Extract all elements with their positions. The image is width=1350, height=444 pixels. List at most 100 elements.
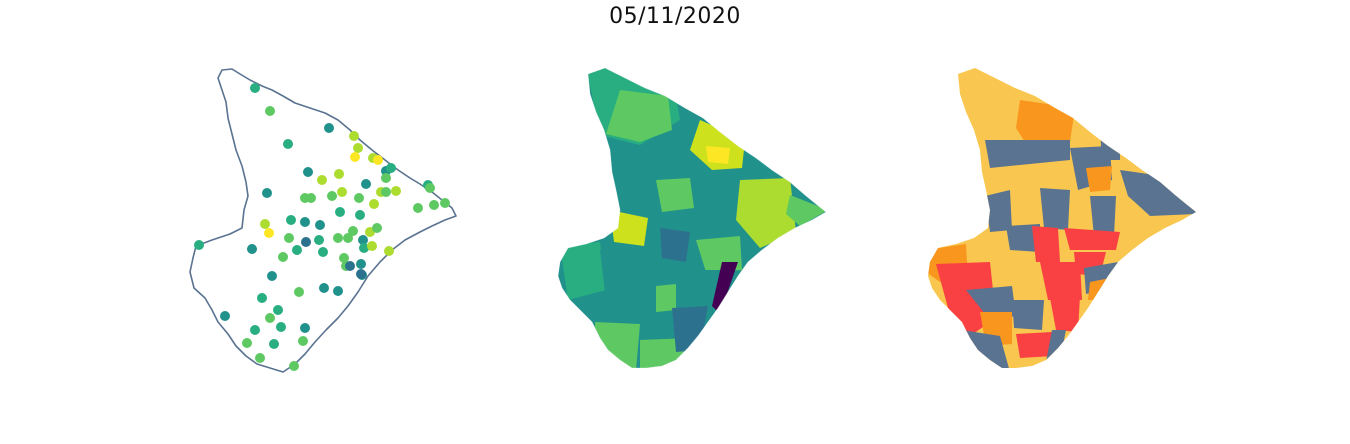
region-coast — [786, 195, 826, 226]
cat-center-very-high-2 — [1064, 228, 1120, 250]
sample-point — [425, 183, 435, 193]
sample-point — [345, 261, 355, 271]
region-east — [736, 178, 796, 248]
state-outline — [189, 68, 457, 373]
cat-center-low — [1040, 188, 1070, 230]
sample-point — [391, 186, 401, 196]
sample-point — [317, 175, 327, 185]
sample-point — [276, 322, 286, 332]
sample-point — [314, 235, 324, 245]
sample-point — [327, 191, 337, 201]
sample-point — [348, 226, 358, 236]
sample-point — [324, 123, 334, 133]
sample-point — [318, 247, 328, 257]
cat-east-low-2 — [1100, 130, 1120, 160]
sample-point — [356, 259, 366, 269]
cat-north-low — [985, 140, 1070, 168]
region-west — [560, 242, 606, 300]
cat-south-west-low — [966, 286, 1016, 320]
sample-point — [250, 83, 260, 93]
sample-point — [333, 286, 343, 296]
sample-point — [283, 139, 293, 149]
sample-point — [265, 106, 275, 116]
cat-south-low — [1012, 300, 1044, 330]
sample-point — [278, 252, 288, 262]
sample-point — [367, 241, 377, 251]
cat-mid-low — [1090, 196, 1116, 236]
sample-point — [300, 323, 310, 333]
cat-north-high — [1016, 100, 1075, 150]
sample-point — [194, 240, 204, 250]
sample-point — [306, 193, 316, 203]
figure-title: 05/11/2020 — [609, 4, 741, 29]
sample-point — [298, 336, 308, 346]
sample-point — [319, 283, 329, 293]
sample-point — [335, 207, 345, 217]
sample-point — [440, 198, 450, 208]
sample-point — [257, 293, 267, 303]
region-dark — [660, 228, 690, 262]
region-mid-west — [600, 250, 664, 300]
sample-point — [350, 152, 360, 162]
sample-point — [353, 143, 363, 153]
sample-point — [269, 339, 279, 349]
sample-point — [413, 203, 423, 213]
sample-point — [294, 287, 304, 297]
sample-point — [381, 187, 391, 197]
sample-point — [220, 311, 230, 321]
cat-west-low — [985, 190, 1012, 232]
category-regions — [928, 68, 1196, 368]
sample-point — [361, 179, 371, 189]
region-south-mid — [656, 284, 676, 312]
region-north-2 — [606, 90, 672, 142]
sample-point — [292, 245, 302, 255]
region-west-yellow — [610, 210, 648, 246]
region-center — [656, 178, 694, 212]
cat-center-very-high — [1032, 226, 1060, 262]
cat-south-very-high-3 — [1016, 332, 1054, 358]
sample-point — [286, 215, 296, 225]
sample-point — [369, 199, 379, 209]
sample-point — [372, 223, 382, 233]
region-yellow-2 — [706, 146, 730, 164]
sample-point — [255, 353, 265, 363]
sample-point — [267, 271, 277, 281]
cat-west-low-2 — [1006, 224, 1040, 252]
sample-point — [301, 237, 311, 247]
sample-point — [262, 188, 272, 198]
sample-point — [339, 253, 349, 263]
sample-point — [429, 200, 439, 210]
sample-point — [359, 243, 369, 253]
sample-point — [315, 220, 325, 230]
region-yellow — [690, 120, 745, 170]
sample-point — [264, 228, 274, 238]
sample-point — [373, 155, 383, 165]
sample-points — [194, 83, 450, 371]
sample-point — [247, 244, 257, 254]
sample-point — [242, 338, 252, 348]
sample-point — [250, 325, 260, 335]
sample-point — [260, 219, 270, 229]
sample-point — [284, 233, 294, 243]
sample-point — [355, 210, 365, 220]
sample-point — [334, 169, 344, 179]
sample-point — [358, 235, 368, 245]
sample-point — [343, 233, 353, 243]
choropleth-outline — [557, 67, 827, 369]
sample-point — [381, 173, 391, 183]
sample-point — [265, 313, 275, 323]
region-capital — [712, 262, 738, 314]
cat-east-high — [1086, 166, 1112, 192]
sample-point — [356, 269, 366, 279]
sample-point — [333, 233, 343, 243]
sample-point — [384, 246, 394, 256]
sample-point — [300, 217, 310, 227]
sample-point — [386, 163, 396, 173]
cat-south-very-high — [1040, 262, 1082, 300]
sample-point — [289, 361, 299, 371]
sample-point — [349, 131, 359, 141]
sample-point — [303, 167, 313, 177]
